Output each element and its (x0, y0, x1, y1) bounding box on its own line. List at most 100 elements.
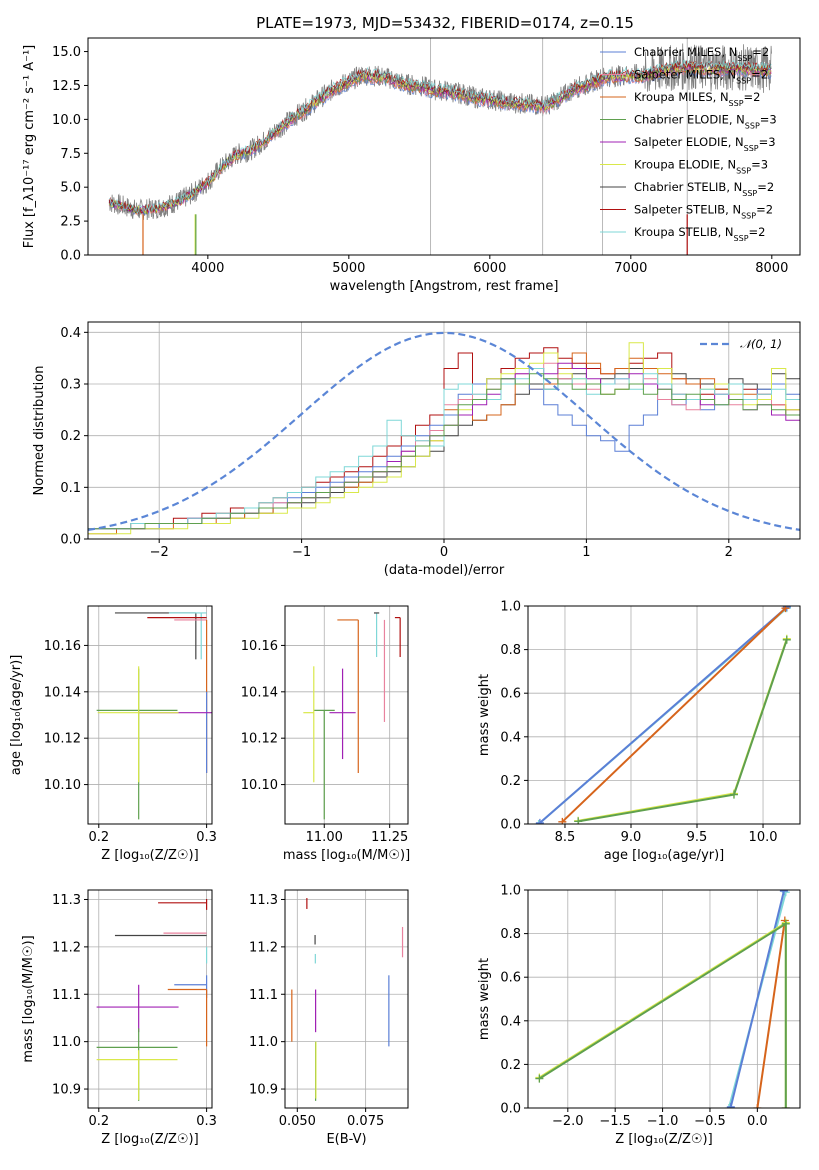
point-salpeter_stelib (158, 899, 208, 910)
y-tick-label: 11.1 (52, 988, 81, 1003)
legend-entry: Salpeter ELODIE, NSSP=3 (634, 135, 776, 153)
y-axis-label: age [log₁₀(age/yr)] (9, 655, 24, 776)
x-axis-label: Z [log₁₀(Z/Z☉)] (615, 1132, 712, 1147)
y-tick-label: 0.3 (60, 378, 81, 393)
x-tick-label: 7000 (614, 261, 647, 276)
y-tick-label: 10.12 (241, 732, 278, 747)
x-axis-label: Z [log₁₀(Z/Z☉)] (101, 1132, 198, 1147)
plot-area-mass_vs_EBV (285, 890, 408, 1108)
x-axis-label: age [log₁₀(age/yr)] (604, 848, 725, 863)
y-tick-label: 7.5 (60, 147, 81, 162)
plot-area-weight_vs_age (528, 606, 800, 824)
y-tick-label: 0.0 (60, 249, 81, 264)
y-tick-label: 10.0 (52, 113, 81, 128)
axes-frame (284, 605, 409, 825)
point-chabrier_elodie (313, 709, 335, 820)
plot-area-residuals (88, 322, 800, 539)
histogram-salpeter_miles (88, 362, 800, 530)
histogram-kroupa_elodie (88, 342, 800, 535)
panel-weight_vs_age: 8.5 9.0 9.5 10.0 0.0 0.2 0.4 0.6 0.8 1.0 age [log₁… (477, 600, 801, 863)
y-tick-label: 10.12 (44, 732, 81, 747)
weight-line-chabrier_miles (539, 606, 788, 824)
point-kroupa_elodie (303, 666, 315, 783)
point-kroupa_elodie (97, 666, 179, 783)
y-tick-label: 11.1 (249, 988, 278, 1003)
y-tick-label: 10.10 (44, 778, 81, 793)
weight-marker (535, 1074, 544, 1083)
histogram-chabrier_miles (88, 378, 800, 530)
y-tick-label: 0.4 (500, 1014, 521, 1029)
weight-line-kroupa_miles (561, 607, 787, 823)
plot-area-age_vs_mass (285, 606, 408, 824)
x-tick-label: 0.3 (196, 1114, 217, 1129)
x-tick-label: −1.5 (599, 1114, 631, 1129)
legend-entry: 𝒩(0, 1) (740, 337, 782, 351)
axes-frame (527, 889, 801, 1109)
x-tick-label: 11.25 (371, 830, 408, 845)
x-tick-label: 10.0 (749, 830, 778, 845)
gaussian-curve (88, 331, 800, 531)
y-tick-label: 0.1 (60, 481, 81, 496)
x-tick-label: −0.5 (694, 1114, 726, 1129)
axes-frame (87, 321, 801, 540)
y-tick-label: 10.14 (44, 685, 81, 700)
histogram-salpeter_elodie (88, 362, 800, 530)
y-tick-label: 0.2 (500, 1058, 521, 1073)
point-salpeter_stelib (394, 616, 401, 658)
legend-entry: Chabrier MILES, NSSP=2 (634, 45, 769, 63)
y-tick-label: 15.0 (52, 45, 81, 60)
y-tick-label: 0.2 (500, 774, 521, 789)
axes-frame (284, 889, 409, 1109)
x-tick-label: −1.0 (647, 1114, 679, 1129)
plot-area-mass_vs_Z (88, 890, 212, 1108)
x-tick-label: 11.00 (306, 830, 343, 845)
x-tick-label: 9.5 (687, 830, 708, 845)
y-tick-label: 0.6 (500, 971, 521, 986)
x-tick-label: 6000 (473, 261, 506, 276)
y-tick-label: 0.0 (60, 533, 81, 548)
x-tick-label: 2 (725, 545, 733, 560)
x-tick-label: 0.2 (88, 1114, 109, 1129)
histogram-salpeter_stelib (88, 347, 800, 530)
weight-marker (558, 817, 567, 824)
point-kroupa_stelib (168, 612, 207, 660)
plot-area-spectrum (108, 38, 772, 255)
weight-marker (753, 1104, 762, 1108)
y-axis-label: mass weight (477, 674, 492, 756)
y-tick-label: 0.2 (60, 429, 81, 444)
legend-entry: Kroupa STELIB, NSSP=2 (634, 225, 765, 243)
y-tick-label: 0.4 (500, 730, 521, 745)
weight-marker (726, 1102, 735, 1108)
y-tick-label: 5.0 (60, 181, 81, 196)
y-tick-label: 0.8 (500, 927, 521, 942)
x-tick-label: 8000 (755, 261, 788, 276)
y-axis-label: mass weight (477, 958, 492, 1040)
y-tick-label: 10.16 (241, 639, 278, 654)
x-tick-label: 1 (582, 545, 590, 560)
panel-age_vs_Z: 0.2 0.3 10.10 10.12 10.14 10.16 Z [log₁₀(Z/Z☉)… (9, 605, 217, 863)
x-axis-label: E(B-V) (326, 1132, 366, 1147)
legend-entry: Kroupa ELODIE, NSSP=3 (634, 158, 768, 176)
legend-entry: Salpeter MILES, NSSP=2 (634, 68, 768, 86)
point-kroupa_miles (167, 988, 208, 1047)
histogram-kroupa_miles (88, 352, 800, 535)
legend-entry: Chabrier STELIB, NSSP=2 (634, 180, 774, 198)
legend-entry: Kroupa MILES, NSSP=2 (634, 90, 760, 108)
y-axis-label: Flux [f_λ10⁻¹⁷ erg cm⁻² s⁻¹ A⁻¹] (22, 45, 37, 249)
x-axis-label: wavelength [Angstrom, rest frame] (330, 279, 559, 294)
y-tick-label: 10.10 (241, 778, 278, 793)
x-tick-label: 0.2 (88, 830, 109, 845)
y-tick-label: 0.4 (60, 326, 81, 341)
y-tick-label: 11.2 (249, 940, 278, 955)
weight-marker (781, 1104, 790, 1108)
histogram-chabrier_stelib (88, 368, 800, 530)
y-tick-label: 0.6 (500, 687, 521, 702)
weight-marker (779, 890, 788, 896)
y-tick-label: 0.0 (500, 818, 521, 833)
x-axis-label: (data-model)/error (384, 563, 505, 578)
model-spectrum-chabrier_stelib (108, 60, 772, 215)
y-tick-label: 10.9 (249, 1083, 278, 1098)
weight-marker (781, 606, 790, 613)
weight-marker (729, 790, 738, 799)
